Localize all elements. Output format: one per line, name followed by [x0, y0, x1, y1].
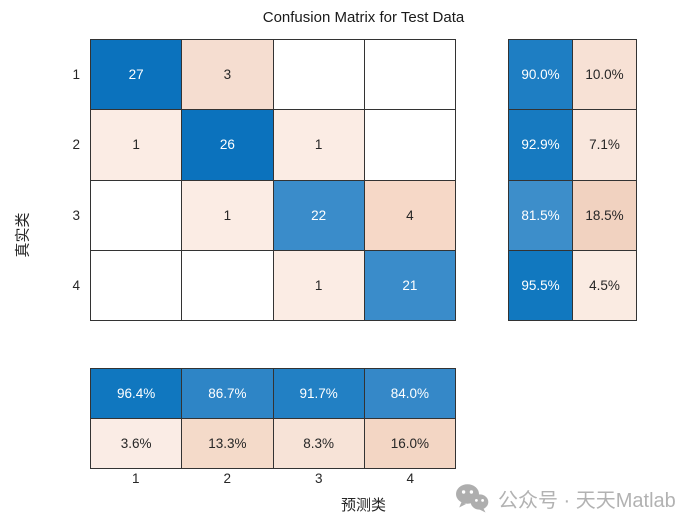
x-tick-label: 2 [223, 471, 231, 486]
row-summary-grid: 90.0% 10.0% 92.9% 7.1% 81.5% 18.5% 95.5%… [508, 39, 637, 321]
matrix-cell: 1 [273, 250, 364, 320]
row-summary-cell: 10.0% [573, 40, 636, 110]
row-summary-cell: 90.0% [509, 40, 572, 110]
matrix-cell: 1 [91, 110, 182, 180]
y-axis-label: 真实类 [14, 212, 32, 258]
column-summary-cell: 84.0% [364, 369, 455, 418]
column-summary-cell: 16.0% [364, 419, 455, 468]
matrix-cell [91, 250, 182, 320]
row-summary-cell: 81.5% [509, 180, 572, 250]
matrix-cell: 27 [91, 40, 182, 110]
column-summary-cell: 86.7% [182, 369, 273, 418]
matrix-cell [364, 110, 455, 180]
matrix-cell [91, 180, 182, 250]
x-tick-label: 4 [406, 471, 414, 486]
confusion-matrix-grid: 27 3 1 26 1 1 22 4 1 21 [90, 39, 456, 321]
column-summary-cell: 8.3% [273, 419, 364, 468]
column-summary-cell: 3.6% [91, 419, 182, 468]
column-summary-grid: 96.4% 86.7% 91.7% 84.0% 3.6% 13.3% 8.3% … [90, 368, 456, 469]
chart-title: Confusion Matrix for Test Data [262, 9, 465, 26]
matrix-cell: 1 [182, 180, 273, 250]
y-tick-label: 2 [72, 137, 80, 153]
row-summary-cell: 95.5% [509, 250, 572, 320]
watermark-text: 公众号 · 天天Matlab [498, 489, 676, 512]
matrix-cell: 21 [364, 250, 455, 320]
y-axis-ticks: 1 2 3 4 [52, 39, 82, 321]
x-tick-label: 3 [314, 471, 323, 486]
column-summary-cell: 91.7% [273, 369, 364, 418]
row-summary-cell: 4.5% [573, 250, 636, 320]
matrix-cell: 3 [182, 40, 273, 110]
matrix-cell [273, 40, 364, 110]
wechat-icon [455, 483, 489, 513]
row-summary-cell: 92.9% [509, 110, 572, 180]
matrix-cell: 22 [273, 180, 364, 250]
matrix-cell: 1 [273, 110, 364, 180]
watermark: 公众号 · 天天Matlab [455, 480, 676, 516]
matrix-cell: 4 [364, 180, 455, 250]
x-tick-label: 1 [131, 471, 140, 486]
column-summary-cell: 13.3% [182, 419, 273, 468]
row-summary-cell: 18.5% [573, 180, 636, 250]
matrix-cell [364, 40, 455, 110]
x-axis-ticks: 1 2 3 4 [90, 471, 456, 489]
y-tick-label: 4 [72, 278, 80, 294]
matrix-cell: 26 [182, 110, 273, 180]
x-axis-label: 预测类 [340, 497, 386, 514]
y-tick-label: 3 [72, 207, 80, 223]
column-summary-cell: 96.4% [91, 369, 182, 418]
row-summary-cell: 7.1% [573, 110, 636, 180]
matrix-cell [182, 250, 273, 320]
y-tick-label: 1 [72, 66, 80, 82]
